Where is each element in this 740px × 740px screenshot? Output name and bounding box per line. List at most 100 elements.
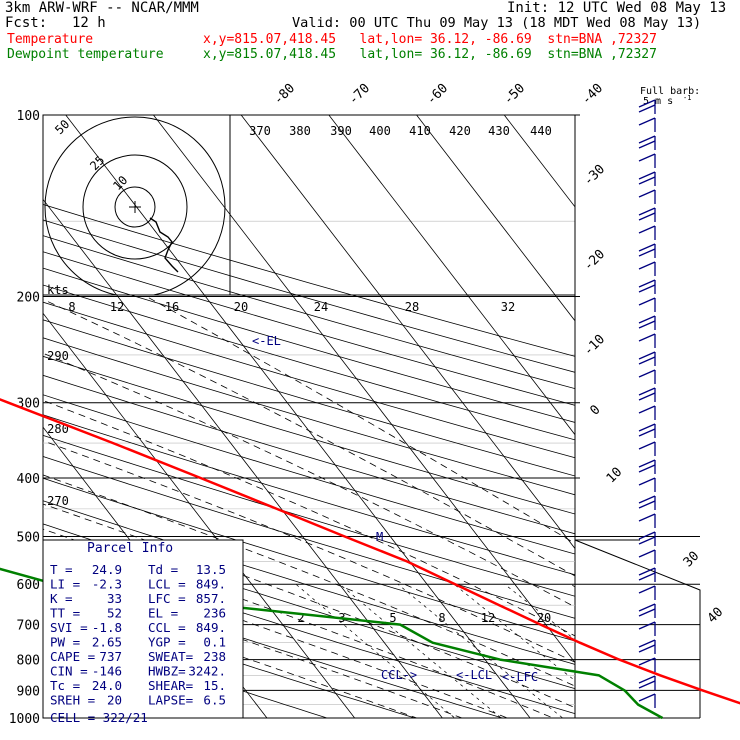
temperature-info: x,y=815.07,418.45 lat,lon= 36.12, -86.69… <box>203 32 657 47</box>
wind-barb <box>638 644 656 653</box>
sounding-curves: <-EL M CCL-> <-LCL <-LFC <box>0 334 740 720</box>
parcel-key: LCL = <box>148 577 186 592</box>
theta-label: 400 <box>369 124 391 138</box>
dry-adiabat <box>43 267 575 423</box>
mixing-ratio-label: 20 <box>537 611 551 625</box>
parcel-value: 737 <box>99 649 122 664</box>
isotherm-label: -60 <box>424 81 451 108</box>
hodograph-rings <box>44 116 226 295</box>
isotherm-label: 30 <box>681 549 703 571</box>
dry-adiabat <box>43 597 417 718</box>
wind-barb <box>638 680 656 689</box>
wind-barb <box>638 693 656 702</box>
isotherm-line <box>43 198 443 718</box>
isotherm-line <box>416 115 575 322</box>
theta-label: 440 <box>530 124 552 138</box>
isotherm-line <box>43 312 355 718</box>
init-time: Init: 12 UTC Wed 08 May 13 <box>507 0 727 16</box>
wind-barb <box>638 392 656 401</box>
wind-barb <box>638 513 656 522</box>
parcel-value: -2.3 <box>92 577 122 592</box>
parcel-value: 6.5 <box>203 693 226 708</box>
hodograph-speed-label: 28 <box>405 300 419 314</box>
parcel-value: 33 <box>107 591 122 606</box>
dry-adiabat <box>43 434 575 597</box>
moist-adiabat <box>43 440 575 663</box>
moist-adiabat <box>43 352 575 608</box>
wind-barb <box>638 189 656 198</box>
wind-barb <box>638 423 656 432</box>
parcel-key: TT = <box>50 606 80 621</box>
parcel-key: LI = <box>50 577 80 592</box>
wind-barb <box>638 117 656 126</box>
wind-barb <box>638 495 656 504</box>
wind-barb <box>638 279 656 288</box>
wind-barb <box>638 351 656 360</box>
model-title: 3km ARW-WRF -- NCAR/MMM <box>5 0 199 16</box>
dry-adiabat <box>43 284 575 441</box>
wind-barb <box>638 315 656 324</box>
wind-barb <box>638 243 656 252</box>
parcel-value: 24.9 <box>92 562 122 577</box>
isotherm-label: 0 <box>587 402 603 418</box>
isotherm-label: -70 <box>346 81 373 108</box>
wind-barb <box>638 675 656 684</box>
wind-barb <box>638 405 656 414</box>
parcel-value: 0.1 <box>203 635 226 650</box>
hodograph-trace <box>149 217 179 273</box>
hodograph-ring-label: 25 <box>87 153 107 173</box>
pressure-tick-label: 100 <box>17 109 40 124</box>
parcel-key: T = <box>50 562 73 577</box>
parcel-key: SVI = <box>50 620 88 635</box>
wind-barb <box>638 135 656 144</box>
theta-label: 380 <box>289 124 311 138</box>
moist-adiabat <box>43 298 575 577</box>
wind-barb <box>638 657 656 666</box>
isotherm-label: -30 <box>581 162 608 189</box>
wind-barb <box>638 464 656 473</box>
forecast-hour: 12 h <box>72 15 106 31</box>
pressure-tick-label: 400 <box>17 472 40 487</box>
dry-adiabat <box>43 500 575 665</box>
wind-barb <box>638 225 656 234</box>
wind-barb <box>638 369 656 378</box>
isotherm-label: -20 <box>581 247 608 274</box>
isotherm-label: -40 <box>579 81 606 108</box>
parcel-key: K = <box>50 591 73 606</box>
parcel-key: LFC = <box>148 591 186 606</box>
theta-label: 370 <box>249 124 271 138</box>
hodograph-ring <box>82 154 188 260</box>
hodograph-ring <box>44 116 226 295</box>
parcel-key: PW = <box>50 635 80 650</box>
wind-barb <box>638 585 656 594</box>
parcel-value: 857. <box>196 591 226 606</box>
parcel-key: CCL = <box>148 620 186 635</box>
parcel-key: CAPE = <box>50 649 95 664</box>
theta-label: 280 <box>47 422 69 436</box>
mixing-ratio-line <box>339 583 502 718</box>
parcel-key: LAPSE= <box>148 693 193 708</box>
parcel-info-box: Parcel Info T = 24.9 Td = 13.5 LI = -2.3 LCL = 8… <box>42 539 244 725</box>
mixing-ratio-label: 12 <box>481 611 495 625</box>
mixing-ratio-label: 8 <box>438 611 445 625</box>
parcel-title: Parcel Info <box>87 541 173 556</box>
wind-barb <box>638 248 656 257</box>
parcel-value: 849. <box>196 620 226 635</box>
level-marker: M <box>376 530 383 544</box>
wind-barb <box>638 284 656 293</box>
temperature-legend: Temperature <box>7 32 94 47</box>
dry-adiabat <box>43 477 575 642</box>
theta-label: 390 <box>330 124 352 138</box>
dry-adiabat <box>43 235 575 390</box>
theta-label: 410 <box>409 124 431 138</box>
parcel-key: SREH = <box>50 693 95 708</box>
wind-barb <box>638 261 656 270</box>
wind-barb <box>638 333 656 342</box>
parcel-key: Td = <box>148 562 178 577</box>
parcel-value: -146 <box>92 664 122 679</box>
parcel-key: SHEAR= <box>148 678 193 693</box>
mixing-ratio-line <box>295 583 456 718</box>
wind-barbs: Full barb:5 m s -1 <box>638 86 700 708</box>
hodograph-speed-label: 24 <box>314 300 328 314</box>
